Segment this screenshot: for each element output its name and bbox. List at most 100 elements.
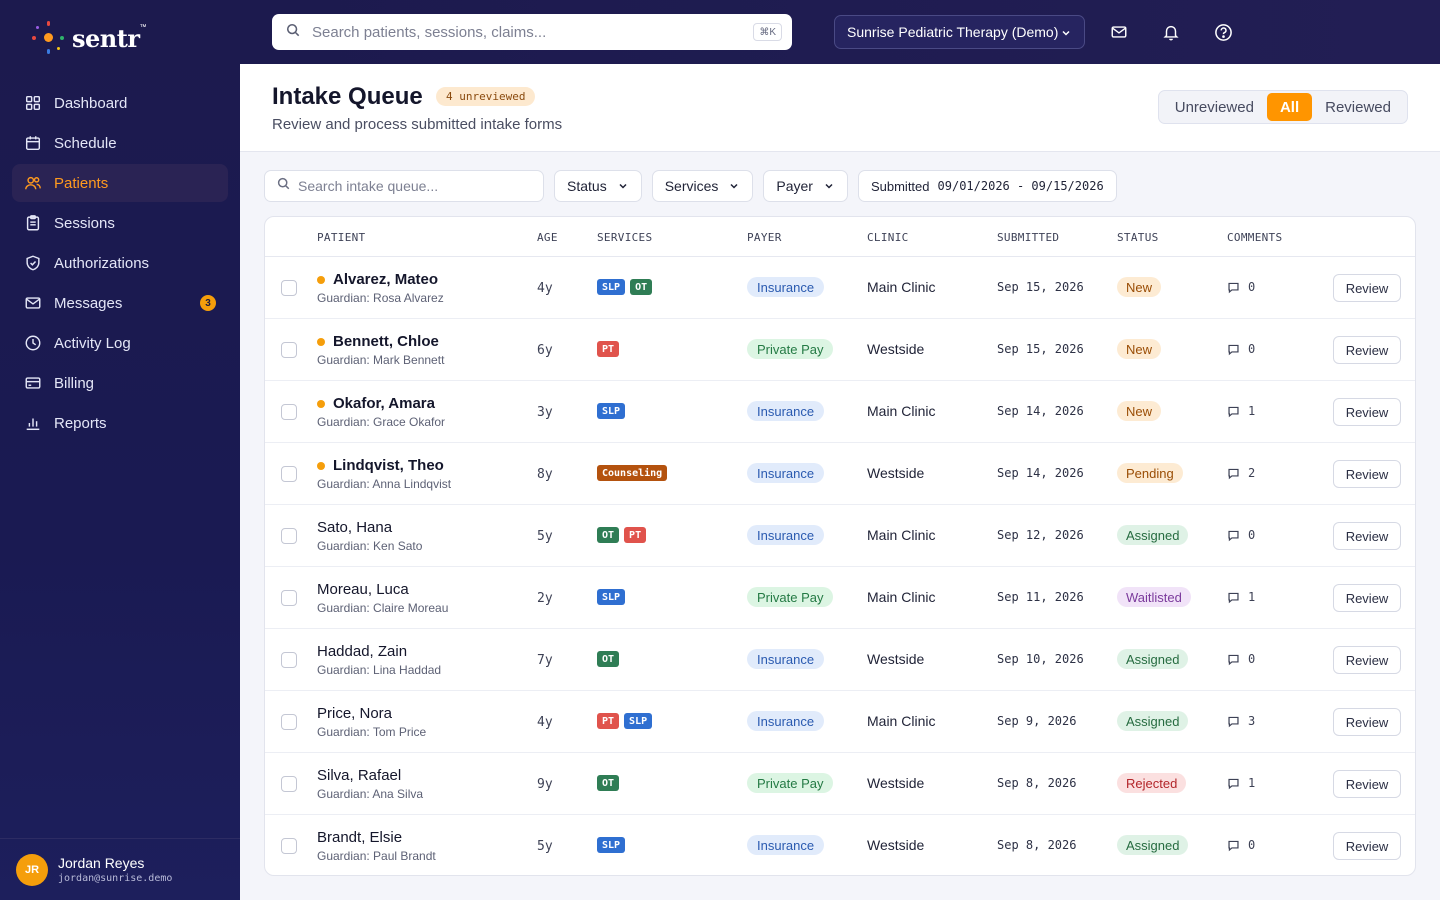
row-checkbox[interactable] [281,714,297,730]
col-payer[interactable]: PAYER [747,231,782,244]
comments-count[interactable]: 0 [1227,528,1255,542]
row-checkbox[interactable] [281,280,297,296]
review-button[interactable]: Review [1333,708,1401,736]
review-button[interactable]: Review [1333,522,1401,550]
submitted-date: Sep 15, 2026 [997,342,1084,356]
row-checkbox[interactable] [281,838,297,854]
row-checkbox[interactable] [281,404,297,420]
bell-icon[interactable] [1161,22,1181,42]
review-button[interactable]: Review [1333,460,1401,488]
help-icon[interactable] [1213,22,1233,42]
patient-name-text: Alvarez, Mateo [333,271,439,288]
sidebar-item-activity-log[interactable]: Activity Log [12,324,228,362]
clinic-name: Main Clinic [867,713,936,729]
col-age[interactable]: AGE [537,231,558,244]
comments-count[interactable]: 1 [1227,404,1255,418]
patient-name[interactable]: Brandt, Elsie [317,829,402,846]
col-comments[interactable]: COMMENTS [1227,231,1283,244]
sidebar-item-billing[interactable]: Billing [12,364,228,402]
patient-name[interactable]: Lindqvist, Theo [317,457,444,474]
sidebar-item-sessions[interactable]: Sessions [12,204,228,242]
org-switcher[interactable]: Sunrise Pediatric Therapy (Demo) [834,15,1085,49]
sidebar-item-authorizations[interactable]: Authorizations [12,244,228,282]
col-clinic[interactable]: CLINIC [867,231,909,244]
col-status[interactable]: STATUS [1117,231,1159,244]
user-profile[interactable]: JR Jordan Reyes jordan@sunrise.demo [0,838,240,900]
review-button[interactable]: Review [1333,584,1401,612]
col-services[interactable]: SERVICES [597,231,653,244]
table-row[interactable]: Alvarez, Mateo Guardian: Rosa Alvarez 4y SL… [265,257,1415,319]
sidebar-item-dashboard[interactable]: Dashboard [12,84,228,122]
review-button[interactable]: Review [1333,274,1401,302]
patient-name[interactable]: Alvarez, Mateo [317,271,438,288]
service-tag: OT [597,651,620,667]
patient-name[interactable]: Moreau, Luca [317,581,409,598]
segment-reviewed[interactable]: Reviewed [1325,98,1391,116]
comments-count[interactable]: 1 [1227,590,1255,604]
table-row[interactable]: Brandt, Elsie Guardian: Paul Brandt 5y SLP I… [265,815,1415,875]
status-filter[interactable]: Status [554,170,642,202]
sidebar-item-schedule[interactable]: Schedule [12,124,228,162]
services-filter[interactable]: Services [651,170,754,202]
queue-search-input[interactable] [298,178,528,194]
patient-name[interactable]: Silva, Rafael [317,767,401,784]
comments-count-text: 1 [1248,776,1256,790]
comments-count[interactable]: 2 [1227,466,1255,480]
sidebar-item-patients[interactable]: Patients [12,164,228,202]
patient-name[interactable]: Bennett, Chloe [317,333,439,350]
row-checkbox[interactable] [281,652,297,668]
patient-name[interactable]: Sato, Hana [317,519,392,536]
status-badge: Pending [1117,463,1183,483]
comments-count[interactable]: 1 [1227,776,1255,790]
table-row[interactable]: Sato, Hana Guardian: Ken Sato 5y OT PT Insura… [265,505,1415,567]
table-row[interactable]: Bennett, Chloe Guardian: Mark Bennett 6y PT… [265,319,1415,381]
sidebar-item-reports[interactable]: Reports [12,404,228,442]
comments-count[interactable]: 0 [1227,838,1255,852]
comments-count-text: 0 [1248,342,1256,356]
row-checkbox[interactable] [281,590,297,606]
table-row[interactable]: Silva, Rafael Guardian: Ana Silva 9y OT Priv… [265,753,1415,815]
row-checkbox[interactable] [281,342,297,358]
review-button[interactable]: Review [1333,770,1401,798]
patient-name[interactable]: Price, Nora [317,705,392,722]
table-row[interactable]: Okafor, Amara Guardian: Grace Okafor 3y SLP… [265,381,1415,443]
review-button[interactable]: Review [1333,398,1401,426]
table-row[interactable]: Haddad, Zain Guardian: Lina Haddad 7y OT Ins… [265,629,1415,691]
submitted-date-filter[interactable]: Submitted 09/01/2026 - 09/15/2026 [857,170,1117,202]
comment-icon [1228,530,1239,541]
page-subtitle: Review and process submitted intake form… [272,116,563,133]
sidebar-item-messages[interactable]: Messages 3 [12,284,228,322]
col-submitted[interactable]: SUBMITTED [997,231,1060,244]
queue-search[interactable] [264,170,544,202]
segment-unreviewed[interactable]: Unreviewed [1174,98,1254,116]
patient-name[interactable]: Okafor, Amara [317,395,435,412]
patient-age: 5y [537,529,553,544]
mail-icon[interactable] [1109,22,1129,42]
comments-count[interactable]: 0 [1227,652,1255,666]
comments-count[interactable]: 0 [1227,342,1255,356]
global-search[interactable]: ⌘K [272,14,792,50]
services-tags: OT [597,651,624,667]
row-checkbox[interactable] [281,466,297,482]
review-button[interactable]: Review [1333,832,1401,860]
brand-logo[interactable]: sentr™ [28,18,146,58]
comments-count[interactable]: 3 [1227,714,1255,728]
comments-count-text: 0 [1248,280,1256,294]
review-button[interactable]: Review [1333,336,1401,364]
comments-count[interactable]: 0 [1227,280,1255,294]
global-search-input[interactable] [312,23,732,41]
row-checkbox[interactable] [281,528,297,544]
services-tags: Counseling [597,465,672,481]
review-button[interactable]: Review [1333,646,1401,674]
col-patient[interactable]: PATIENT [317,231,366,244]
payer-filter[interactable]: Payer [763,170,848,202]
avatar[interactable]: JR [16,853,48,886]
row-checkbox[interactable] [281,776,297,792]
payer-badge: Insurance [747,649,825,669]
table-row[interactable]: Moreau, Luca Guardian: Claire Moreau 2y SLP… [265,567,1415,629]
table-row[interactable]: Price, Nora Guardian: Tom Price 4y PT SLP Ins… [265,691,1415,753]
segment-all[interactable]: All [1266,93,1313,121]
patient-name[interactable]: Haddad, Zain [317,643,407,660]
table-row[interactable]: Lindqvist, Theo Guardian: Anna Lindqvist 8… [265,443,1415,505]
status-badge: New [1117,339,1162,359]
